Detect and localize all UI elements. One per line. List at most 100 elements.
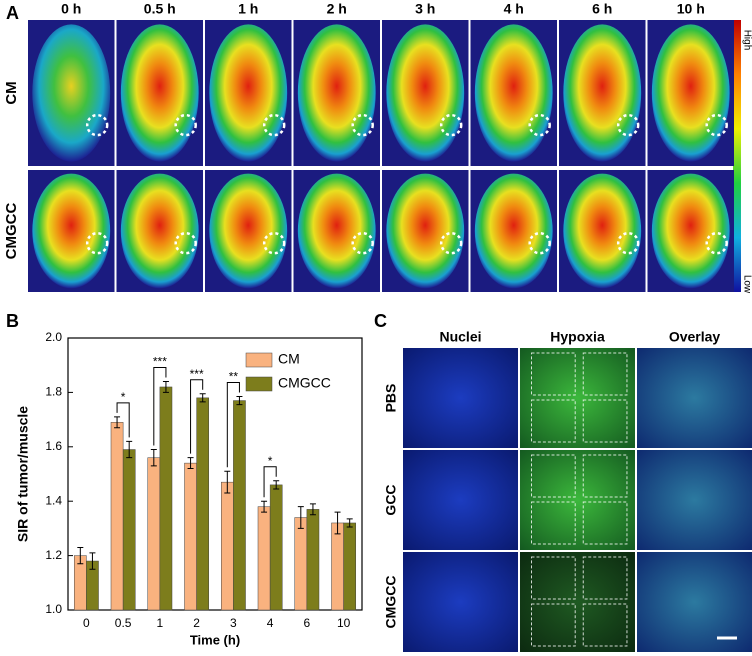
mri-body bbox=[209, 173, 288, 289]
mri-body bbox=[386, 173, 465, 289]
tumor-circle bbox=[705, 113, 728, 137]
time-label: 3 h bbox=[415, 1, 435, 17]
error-bar bbox=[334, 511, 341, 535]
error-bar bbox=[346, 518, 353, 528]
y-tick-label: 1.4 bbox=[45, 493, 62, 507]
colorbar bbox=[733, 20, 741, 292]
row-label: CM bbox=[3, 81, 20, 104]
error-bar bbox=[77, 546, 84, 565]
legend-swatch bbox=[245, 376, 273, 392]
y-tick-label: 1.8 bbox=[45, 385, 62, 399]
error-bar bbox=[162, 381, 169, 393]
colorbar-low: Low bbox=[741, 275, 752, 294]
significance-label: ** bbox=[229, 370, 239, 384]
significance-bracket bbox=[226, 381, 240, 468]
error-bar bbox=[297, 506, 304, 529]
column-header: Overlay bbox=[669, 329, 721, 345]
y-tick-label: 1.6 bbox=[45, 439, 62, 453]
roi-box bbox=[531, 501, 576, 545]
bar bbox=[220, 481, 234, 611]
bar bbox=[257, 506, 271, 611]
y-tick-label: 2.0 bbox=[45, 330, 62, 344]
y-tick-label: 1.2 bbox=[45, 548, 62, 562]
bar bbox=[184, 462, 197, 611]
row-label: CMGCC bbox=[3, 203, 20, 260]
error-bar bbox=[126, 440, 133, 459]
mri-body bbox=[297, 173, 376, 289]
x-tick-label: 2 bbox=[193, 616, 200, 630]
roi-box bbox=[531, 454, 576, 498]
error-bar bbox=[150, 449, 157, 467]
mri-body bbox=[120, 24, 199, 162]
bar bbox=[233, 400, 246, 611]
time-label: 2 h bbox=[327, 1, 347, 17]
error-bar bbox=[199, 393, 206, 403]
x-tick-label: 10 bbox=[337, 616, 351, 630]
mri-body bbox=[563, 24, 642, 162]
error-bar bbox=[236, 395, 243, 406]
tumor-circle bbox=[616, 231, 640, 255]
tumor-circle bbox=[528, 113, 551, 137]
micrograph bbox=[637, 348, 752, 448]
bar bbox=[122, 449, 136, 611]
mri-body bbox=[651, 24, 730, 162]
roi-box bbox=[531, 556, 576, 600]
time-label: 4 h bbox=[504, 1, 524, 17]
roi-box bbox=[531, 399, 576, 443]
mri-body bbox=[474, 24, 553, 162]
bar bbox=[159, 386, 173, 611]
error-bar bbox=[261, 500, 268, 513]
tumor-circle bbox=[439, 113, 463, 137]
mri-body bbox=[297, 24, 376, 162]
significance-bracket bbox=[116, 402, 130, 438]
mri-body bbox=[563, 173, 642, 289]
x-tick-label: 0 bbox=[83, 616, 90, 630]
y-tick-label: 1.0 bbox=[45, 602, 62, 616]
micrograph bbox=[403, 552, 518, 652]
bar bbox=[269, 484, 283, 611]
time-label: 1 h bbox=[238, 1, 258, 17]
micrograph bbox=[637, 450, 752, 550]
panel-label: A bbox=[6, 3, 19, 23]
time-label: 0 h bbox=[61, 1, 81, 17]
tumor-circle bbox=[85, 113, 109, 137]
row-label: PBS bbox=[383, 384, 399, 413]
x-tick-label: 4 bbox=[267, 616, 274, 630]
roi-box bbox=[582, 556, 628, 600]
row-label: CMGCC bbox=[383, 576, 399, 629]
mri-body bbox=[32, 173, 111, 289]
x-tick-label: 0.5 bbox=[115, 616, 132, 630]
time-label: 10 h bbox=[677, 1, 705, 17]
time-label: 0.5 h bbox=[144, 1, 176, 17]
row-label: GCC bbox=[383, 484, 399, 515]
error-bar bbox=[309, 503, 316, 516]
legend-swatch bbox=[245, 352, 273, 368]
roi-box bbox=[582, 352, 628, 396]
error-bar bbox=[89, 552, 96, 570]
tumor-circle bbox=[439, 231, 463, 255]
x-tick-label: 6 bbox=[304, 616, 311, 630]
tumor-circle bbox=[85, 231, 109, 255]
micrograph bbox=[520, 552, 635, 652]
panel-label: C bbox=[374, 311, 387, 331]
bar bbox=[110, 422, 124, 611]
roi-box bbox=[582, 501, 628, 545]
micrograph bbox=[520, 348, 635, 448]
significance-bracket bbox=[153, 367, 167, 446]
significance-label: * bbox=[268, 454, 273, 468]
roi-box bbox=[531, 352, 576, 396]
y-axis-title: SIR of tumor/muscle bbox=[15, 406, 31, 542]
bar bbox=[331, 522, 344, 611]
x-tick-label: 1 bbox=[157, 616, 164, 630]
column-header: Nuclei bbox=[439, 329, 481, 345]
panel-label: B bbox=[6, 311, 19, 331]
bar bbox=[196, 397, 210, 611]
tumor-circle bbox=[351, 231, 374, 255]
tumor-circle bbox=[174, 231, 197, 255]
significance-label: *** bbox=[190, 367, 204, 381]
tumor-circle bbox=[705, 231, 728, 255]
error-bar bbox=[224, 470, 231, 494]
mri-body bbox=[474, 173, 553, 289]
